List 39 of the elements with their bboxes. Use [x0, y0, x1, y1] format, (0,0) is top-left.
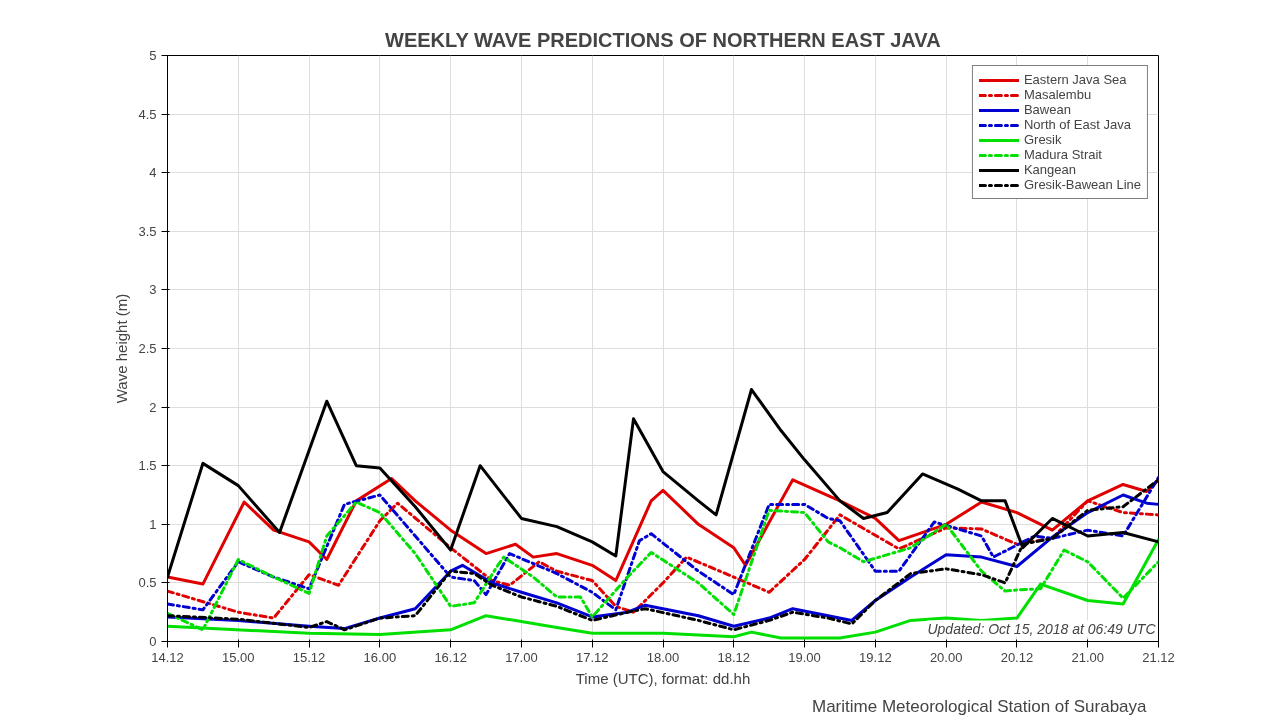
x-tick-label: 14.12: [151, 649, 184, 665]
annotation: Updated: Oct 15, 2018 at 06:49 UTC: [927, 620, 1157, 637]
x-tick-label: 18.00: [646, 649, 680, 665]
y-tick-label: 3: [149, 282, 157, 298]
y-tick-label: 4: [149, 165, 157, 181]
legend-label: Eastern Java Sea: [1023, 72, 1127, 87]
x-tick-label: 20.12: [1000, 649, 1034, 665]
x-tick-label: 15.12: [292, 649, 326, 665]
x-tick-label: 16.00: [363, 649, 397, 665]
y-tick-label: 4.5: [138, 106, 157, 122]
x-tick-label: 18.12: [717, 649, 751, 665]
x-tick-label: 16.12: [434, 649, 467, 665]
y-tick-label: 0: [149, 634, 157, 649]
y-tick-label: 0.5: [138, 575, 157, 591]
x-tick-label: 21.12: [1142, 649, 1175, 665]
x-tick-label: 20.00: [929, 649, 963, 665]
y-axis-title: Wave height (m): [113, 293, 131, 404]
legend-label: Madura Strait: [1023, 147, 1102, 162]
y-tick-label: 3.5: [138, 223, 157, 239]
legend-label: Masalembu: [1023, 87, 1092, 102]
x-tick-label: 15.00: [222, 649, 255, 665]
y-tick-label: 2: [149, 399, 157, 415]
y-tick-label: 5: [149, 48, 157, 63]
x-tick-label: 19.12: [859, 649, 892, 665]
legend-label: North of East Java: [1023, 117, 1131, 132]
text: Maritime Meteorological Station of Surabaya: [812, 696, 1148, 716]
x-tick-label: 17.12: [575, 649, 609, 665]
chart-title: WEEKLY WAVE PREDICTIONS OF NORTHERN EAST JAVA: [385, 28, 941, 51]
x-tick-label: 17.00: [505, 649, 538, 665]
legend-label: Kangean: [1023, 162, 1076, 177]
x-tick-label: 19.00: [788, 649, 821, 665]
legend-label: Gresik: [1023, 132, 1062, 147]
y-tick-label: 1.5: [138, 458, 157, 474]
legend-label: Bawean: [1023, 102, 1071, 117]
y-tick-label: 2.5: [138, 341, 157, 356]
x-axis-title: Time (UTC), format: dd.hh: [575, 669, 751, 687]
x-tick-label: 21.00: [1071, 649, 1104, 665]
y-tick-label: 1: [149, 516, 157, 532]
legend-label: Gresik-Bawean Line: [1023, 177, 1141, 192]
